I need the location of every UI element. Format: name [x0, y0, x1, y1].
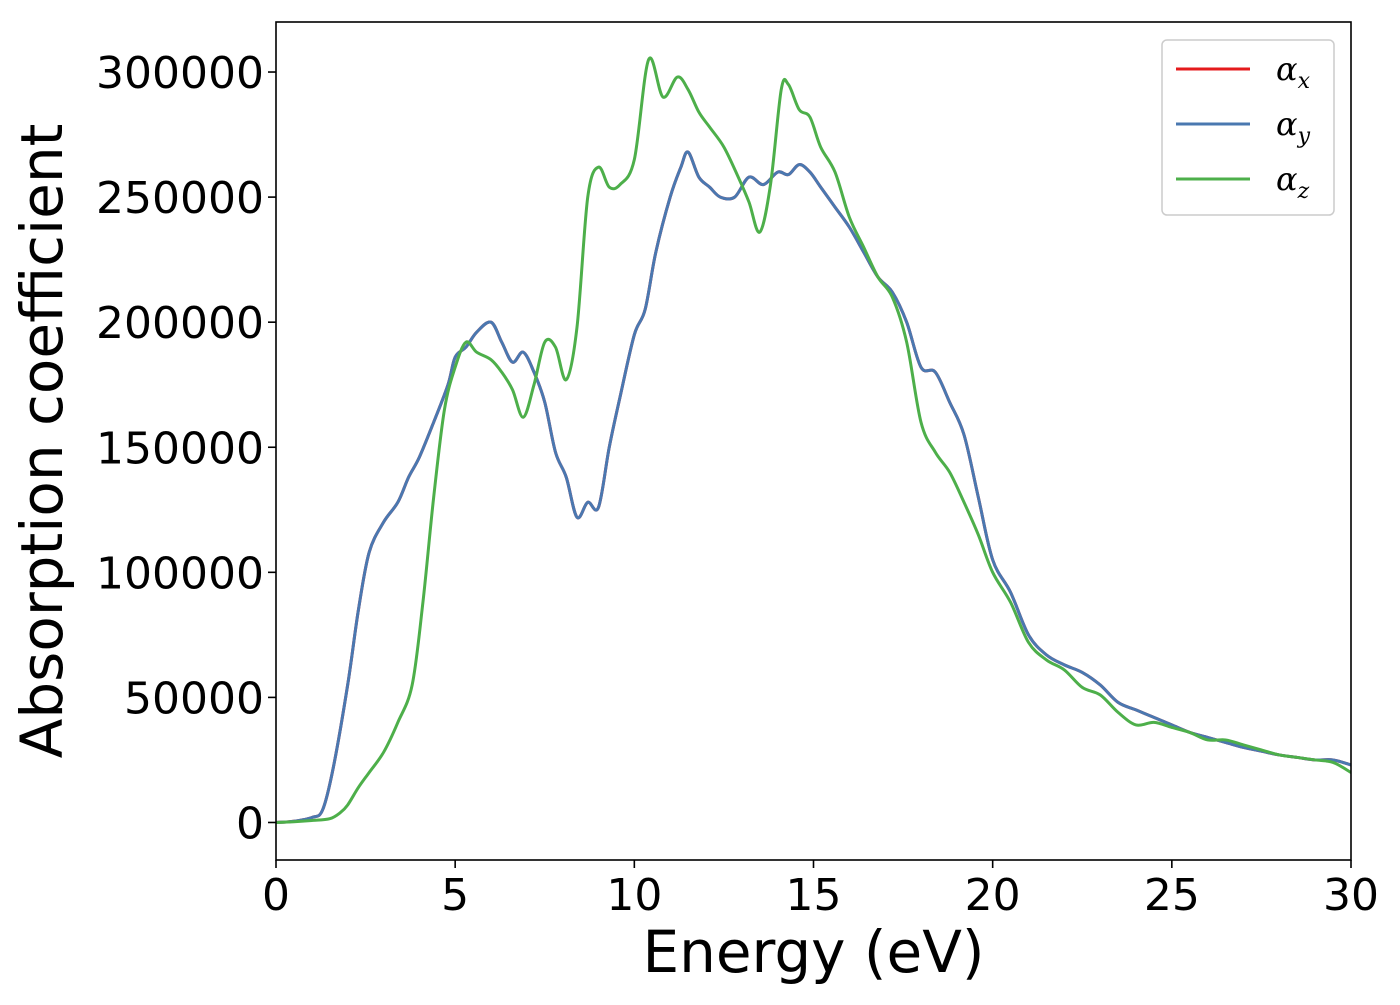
- legend-box: [1161, 39, 1335, 216]
- series-line-z: [276, 56, 1351, 824]
- legend: αx αy αz: [1161, 39, 1335, 216]
- x-tick-label: 5: [441, 870, 469, 921]
- legend-label-x: αx: [1276, 50, 1311, 94]
- legend-label-y: αy: [1276, 105, 1311, 149]
- x-tick-label: 25: [1144, 870, 1200, 921]
- x-axis: 0 5 10 15 20 25 30: [262, 860, 1379, 921]
- y-axis-title: Absorption coefficient: [8, 124, 76, 759]
- y-tick-label: 100000: [96, 548, 264, 599]
- x-tick-label: 0: [262, 870, 290, 921]
- x-tick-label: 10: [606, 870, 662, 921]
- y-tick-label: 200000: [96, 298, 264, 349]
- x-tick-label: 15: [786, 870, 842, 921]
- y-tick-label: 250000: [96, 173, 264, 224]
- legend-label-z: αz: [1276, 160, 1310, 204]
- x-axis-title: Energy (eV): [642, 918, 984, 986]
- y-tick-label: 300000: [96, 48, 264, 99]
- series-layer: [276, 56, 1351, 824]
- y-axis: 0 50000 100000 150000 200000 250000 300000: [96, 48, 276, 849]
- x-tick-label: 20: [965, 870, 1021, 921]
- x-tick-label: 30: [1323, 870, 1379, 921]
- y-tick-label: 0: [236, 798, 264, 849]
- y-tick-label: 150000: [96, 423, 264, 474]
- series-line-y: [276, 150, 1351, 824]
- y-tick-label: 50000: [124, 673, 264, 724]
